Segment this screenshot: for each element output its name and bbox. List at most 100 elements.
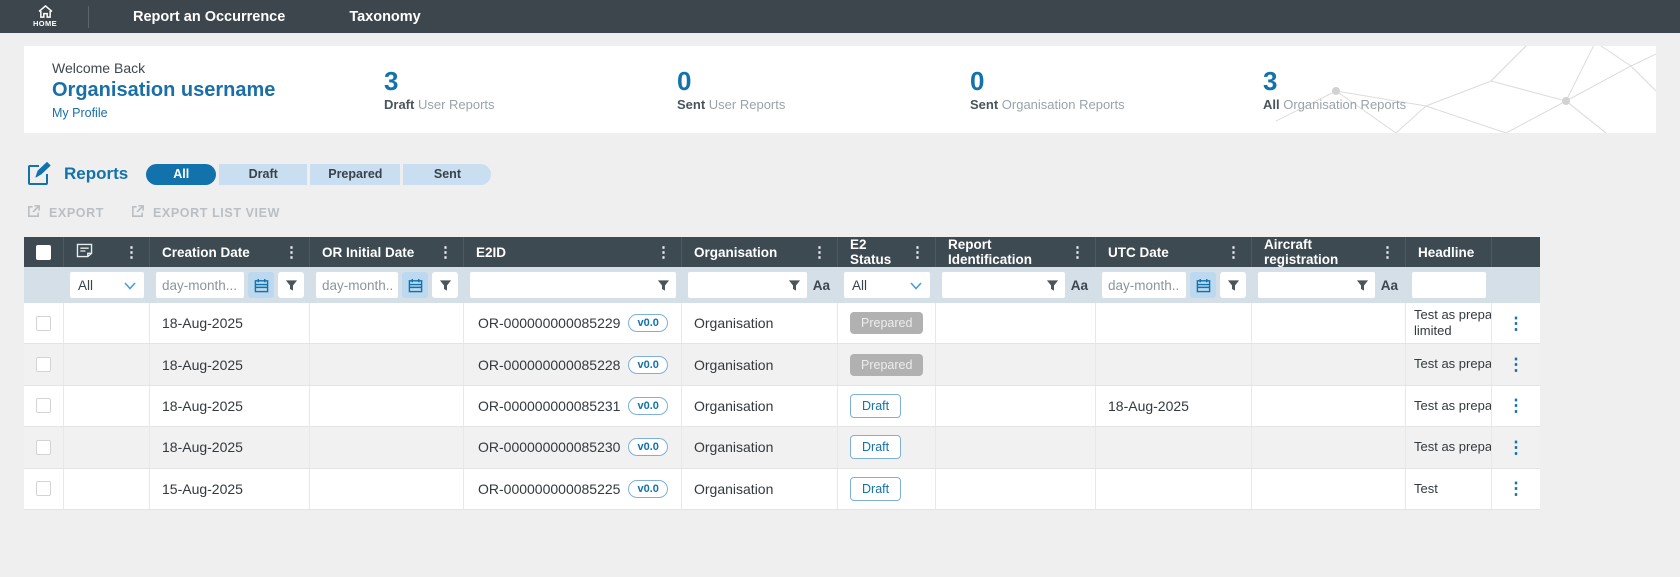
- status-badge: Draft: [850, 394, 901, 418]
- e2-status-filter-select[interactable]: All: [844, 272, 930, 298]
- row-checkbox[interactable]: [36, 440, 51, 455]
- status-badge: Prepared: [850, 312, 923, 334]
- filter-funnel-icon[interactable]: [786, 279, 803, 292]
- utc-date-filter-input[interactable]: [1102, 272, 1186, 298]
- row-actions-menu-icon[interactable]: ⋮: [1502, 478, 1531, 499]
- report-identification-cell: [936, 427, 1096, 467]
- report-identification-cell: [936, 386, 1096, 426]
- filter-funnel-icon[interactable]: [1044, 279, 1061, 292]
- stat-label: All Organisation Reports: [1263, 97, 1556, 112]
- row-actions-menu-icon[interactable]: ⋮: [1502, 437, 1531, 458]
- filter-funnel-icon[interactable]: [432, 272, 458, 298]
- row-actions-menu-icon[interactable]: ⋮: [1502, 313, 1531, 334]
- tab-prepared[interactable]: Prepared: [310, 164, 400, 185]
- row-checkbox[interactable]: [36, 316, 51, 331]
- version-badge[interactable]: v0.0: [628, 356, 667, 374]
- or-initial-date-cell: [310, 303, 464, 343]
- column-menu-icon[interactable]: ⋮: [1066, 243, 1089, 261]
- creation-date-cell: 18-Aug-2025: [150, 427, 310, 467]
- row-checkbox[interactable]: [36, 481, 51, 496]
- column-menu-icon[interactable]: ⋮: [808, 243, 831, 261]
- export-list-label: EXPORT LIST VIEW: [153, 206, 280, 220]
- creation-date-cell: 18-Aug-2025: [150, 344, 310, 384]
- headline-cell: Test: [1406, 469, 1492, 509]
- creation-date-filter-input[interactable]: [156, 272, 244, 298]
- aircraft-registration-filter-input[interactable]: [1258, 273, 1354, 297]
- tab-draft[interactable]: Draft: [219, 164, 307, 185]
- table-row: 18-Aug-2025 OR-000000000085229 v0.0 Orga…: [24, 303, 1540, 344]
- column-menu-icon[interactable]: ⋮: [120, 243, 143, 261]
- note-icon: [76, 243, 93, 261]
- e2id-value: OR-000000000085228: [478, 357, 620, 373]
- select-all-checkbox[interactable]: [24, 237, 64, 267]
- aircraft-registration-cell: [1252, 427, 1406, 467]
- match-case-button[interactable]: Aa: [1069, 278, 1090, 293]
- my-profile-link[interactable]: My Profile: [52, 106, 384, 120]
- filter-funnel-icon[interactable]: [655, 279, 672, 292]
- export-list-view-button[interactable]: EXPORT LIST VIEW: [130, 204, 280, 222]
- menu-report-an-occurrence[interactable]: Report an Occurrence: [133, 9, 285, 25]
- filter-funnel-icon[interactable]: [1354, 279, 1371, 292]
- stat-value: 0: [677, 67, 970, 96]
- row-actions-menu-icon[interactable]: ⋮: [1502, 354, 1531, 375]
- column-menu-icon[interactable]: ⋮: [906, 243, 929, 261]
- or-initial-date-filter-input[interactable]: [316, 272, 398, 298]
- column-menu-icon[interactable]: ⋮: [434, 243, 457, 261]
- column-menu-icon[interactable]: ⋮: [1376, 243, 1399, 261]
- row-actions-menu-icon[interactable]: ⋮: [1502, 395, 1531, 416]
- headline-cell: Test as prepara: [1406, 344, 1492, 384]
- e2id-value: OR-000000000085230: [478, 439, 620, 455]
- version-badge[interactable]: v0.0: [628, 397, 667, 415]
- organisation-filter-input[interactable]: [688, 273, 786, 297]
- aircraft-registration-cell: [1252, 386, 1406, 426]
- headline-filter-input[interactable]: [1412, 272, 1486, 298]
- table-row: 15-Aug-2025 OR-000000000085225 v0.0 Orga…: [24, 469, 1540, 510]
- version-badge[interactable]: v0.0: [628, 480, 667, 498]
- match-case-button[interactable]: Aa: [811, 278, 832, 293]
- stat-label: Draft User Reports: [384, 97, 677, 112]
- home-button[interactable]: HOME: [28, 5, 62, 28]
- reports-table: ⋮ Creation Date⋮ OR Initial Date⋮ E2ID⋮ …: [24, 237, 1540, 510]
- notes-filter-select[interactable]: All: [70, 272, 144, 298]
- calendar-icon[interactable]: [248, 272, 274, 298]
- export-button[interactable]: EXPORT: [26, 204, 104, 222]
- utc-date-cell: [1096, 303, 1252, 343]
- tab-sent[interactable]: Sent: [403, 164, 491, 185]
- export-label: EXPORT: [49, 206, 104, 220]
- tab-all[interactable]: All: [146, 164, 216, 185]
- filter-checkbox-spacer: [24, 267, 64, 303]
- row-checkbox[interactable]: [36, 398, 51, 413]
- creation-date-cell: 18-Aug-2025: [150, 386, 310, 426]
- report-identification-filter-input[interactable]: [942, 273, 1044, 297]
- aircraft-registration-cell: [1252, 303, 1406, 343]
- table-row: 18-Aug-2025 OR-000000000085230 v0.0 Orga…: [24, 427, 1540, 468]
- column-e2id: E2ID⋮: [464, 237, 682, 267]
- column-menu-icon[interactable]: ⋮: [280, 243, 303, 261]
- calendar-icon[interactable]: [1190, 272, 1216, 298]
- filter-funnel-icon[interactable]: [1220, 272, 1246, 298]
- column-menu-icon[interactable]: ⋮: [652, 243, 675, 261]
- e2id-value: OR-000000000085229: [478, 315, 620, 331]
- e2id-filter-input[interactable]: [470, 273, 655, 297]
- export-list-icon: [130, 204, 145, 222]
- or-initial-date-cell: [310, 344, 464, 384]
- creation-date-cell: 15-Aug-2025: [150, 469, 310, 509]
- stat-value: 0: [970, 67, 1263, 96]
- aircraft-registration-cell: [1252, 344, 1406, 384]
- column-creation-date: Creation Date⋮: [150, 237, 310, 267]
- filter-funnel-icon[interactable]: [278, 272, 304, 298]
- menu-taxonomy[interactable]: Taxonomy: [349, 9, 420, 25]
- version-badge[interactable]: v0.0: [628, 438, 667, 456]
- report-filter-tabs: All Draft Prepared Sent: [146, 164, 491, 185]
- match-case-button[interactable]: Aa: [1379, 278, 1400, 293]
- e2id-cell: OR-000000000085231 v0.0: [464, 386, 682, 426]
- column-menu-icon[interactable]: ⋮: [1222, 243, 1245, 261]
- stat-sent-organisation-reports: 0 Sent Organisation Reports: [970, 67, 1263, 113]
- row-checkbox[interactable]: [36, 357, 51, 372]
- column-headline: Headline: [1406, 237, 1492, 267]
- version-badge[interactable]: v0.0: [628, 314, 667, 332]
- calendar-icon[interactable]: [402, 272, 428, 298]
- home-label: HOME: [33, 19, 57, 28]
- stat-value: 3: [384, 67, 677, 96]
- or-initial-date-cell: [310, 469, 464, 509]
